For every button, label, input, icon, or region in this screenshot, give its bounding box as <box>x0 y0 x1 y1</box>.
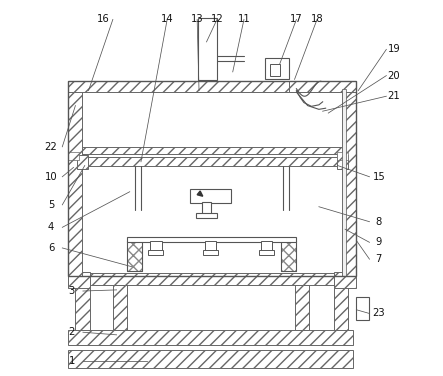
Text: 7: 7 <box>376 254 382 264</box>
Bar <box>264 58 289 79</box>
Bar <box>289 81 356 92</box>
Text: 17: 17 <box>290 14 303 24</box>
Text: 9: 9 <box>376 237 382 247</box>
Bar <box>68 330 353 344</box>
Bar <box>342 89 346 276</box>
Bar <box>334 285 348 330</box>
Bar <box>334 272 356 288</box>
Text: 16: 16 <box>97 14 110 24</box>
Polygon shape <box>197 191 203 196</box>
Bar <box>75 285 89 330</box>
Bar <box>148 250 163 255</box>
Text: 3: 3 <box>69 286 75 296</box>
Bar <box>295 285 309 330</box>
Bar <box>82 157 342 165</box>
Bar <box>198 18 218 80</box>
Bar <box>342 89 356 276</box>
Bar <box>150 241 162 252</box>
Bar <box>281 241 296 271</box>
Text: 1: 1 <box>69 356 75 366</box>
Bar <box>68 89 82 276</box>
Bar <box>270 64 280 76</box>
Bar <box>127 238 296 242</box>
Bar <box>68 273 354 285</box>
Bar <box>113 285 127 330</box>
Text: 13: 13 <box>191 14 203 24</box>
Bar <box>281 241 296 271</box>
Bar <box>337 152 348 160</box>
Text: 4: 4 <box>48 222 54 232</box>
Text: 2: 2 <box>69 327 75 337</box>
Bar <box>68 350 353 368</box>
Bar <box>68 81 356 276</box>
Bar <box>202 202 211 214</box>
Bar <box>337 155 348 169</box>
Text: 11: 11 <box>237 14 250 24</box>
Text: 19: 19 <box>388 44 400 55</box>
Text: 15: 15 <box>373 172 385 182</box>
Text: 22: 22 <box>45 142 58 152</box>
Text: 23: 23 <box>373 308 385 318</box>
Bar <box>356 297 369 320</box>
Text: 20: 20 <box>388 71 400 80</box>
Bar <box>82 147 342 154</box>
Text: 14: 14 <box>161 14 174 24</box>
Bar <box>205 241 216 252</box>
Text: 10: 10 <box>45 172 57 182</box>
Bar <box>203 250 218 255</box>
Bar <box>68 272 90 288</box>
Bar <box>261 241 272 252</box>
Bar <box>259 250 274 255</box>
Bar <box>77 155 88 169</box>
Text: 5: 5 <box>48 200 54 210</box>
Text: 18: 18 <box>311 14 323 24</box>
Bar <box>68 152 79 160</box>
Bar <box>68 81 356 92</box>
Text: 8: 8 <box>376 217 382 227</box>
Text: 12: 12 <box>210 14 223 24</box>
Bar <box>196 213 217 218</box>
Text: 21: 21 <box>388 91 400 101</box>
Text: 6: 6 <box>48 243 54 253</box>
Bar <box>127 241 142 271</box>
Bar <box>127 241 142 271</box>
Bar <box>190 189 231 203</box>
